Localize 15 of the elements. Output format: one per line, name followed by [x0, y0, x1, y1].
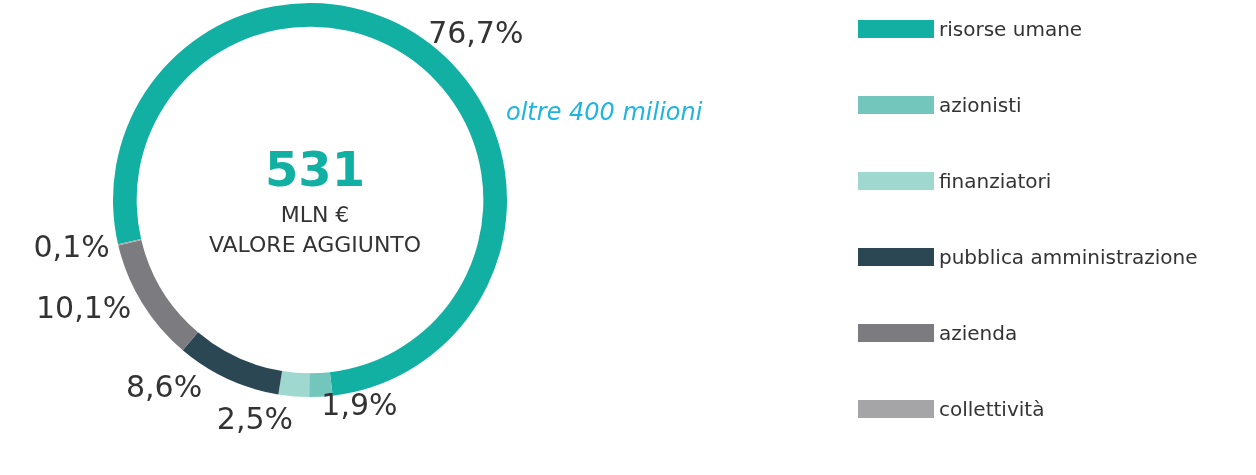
legend-label: azienda [939, 321, 1018, 345]
data-label: 8,6% [125, 368, 203, 404]
data-label: 1,9% [321, 387, 398, 423]
data-label: 0,1% [33, 229, 110, 265]
legend-label: collettività [939, 397, 1045, 421]
data-label: 2,5% [216, 400, 294, 436]
legend-label: pubblica amministrazione [939, 245, 1198, 269]
text: oltre 400 milioni [506, 98, 703, 126]
legend-label: finanziatori [939, 169, 1052, 193]
data-label: 10,1% [35, 289, 132, 325]
legend-label: risorse umane [939, 17, 1083, 41]
legend-label: azionisti [939, 93, 1022, 117]
data-label: 76,7% [428, 14, 524, 50]
text: MLN € VALORE AGGIUNTO [208, 201, 422, 257]
text: 531 [264, 141, 366, 197]
